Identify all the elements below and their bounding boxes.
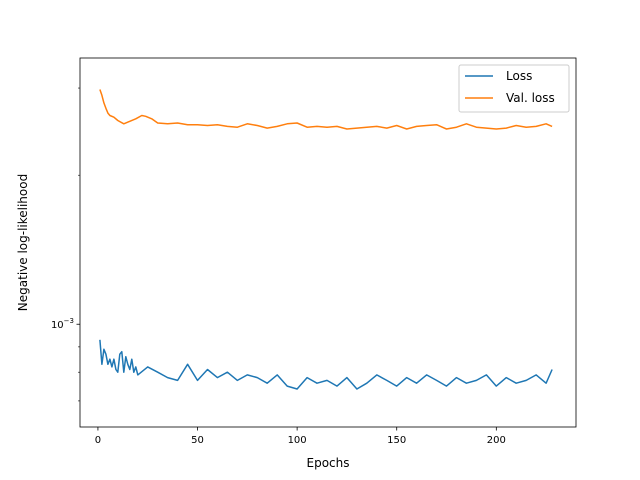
series-layer bbox=[99, 89, 553, 390]
legend: Loss Val. loss bbox=[458, 64, 570, 113]
series-line-loss bbox=[99, 339, 553, 390]
series-line-val-loss bbox=[99, 89, 553, 130]
y-tick-label: 10−3 bbox=[51, 317, 74, 331]
plot-area bbox=[80, 58, 576, 427]
axes-frame bbox=[79, 57, 577, 428]
x-tick-label-200: 200 bbox=[487, 435, 506, 446]
legend-label-val-loss: Val. loss bbox=[506, 91, 555, 105]
x-tick-label-50: 50 bbox=[191, 435, 204, 446]
x-tick-label-150: 150 bbox=[387, 435, 406, 446]
y-axis-label: Negative log-likelihood bbox=[16, 174, 30, 311]
x-tick-label-0: 0 bbox=[95, 435, 101, 446]
x-axis-label: Epochs bbox=[307, 456, 350, 470]
x-tick-label-100: 100 bbox=[288, 435, 307, 446]
legend-label-loss: Loss bbox=[506, 69, 532, 83]
